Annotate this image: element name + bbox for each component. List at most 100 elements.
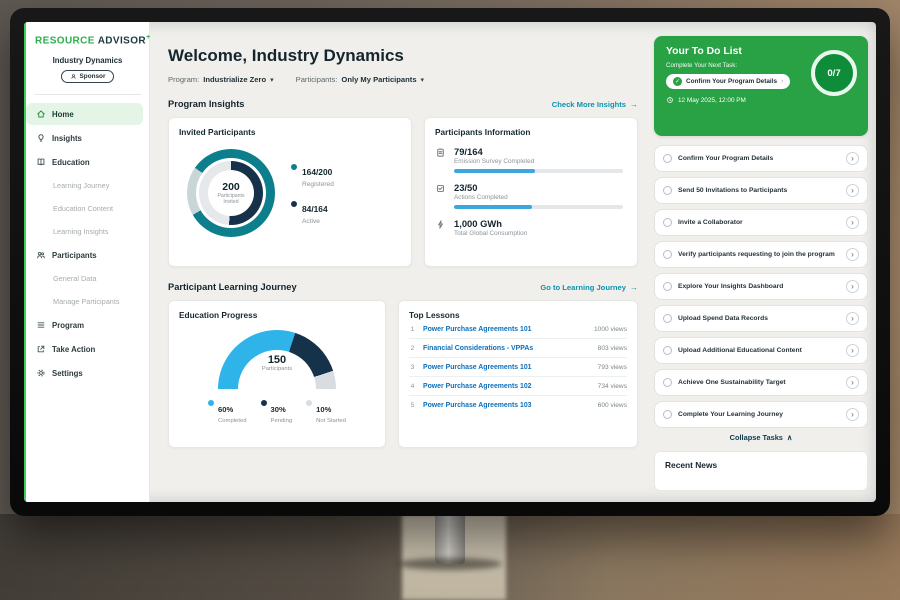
sponsor-badge[interactable]: Sponsor — [60, 70, 115, 84]
program-filter[interactable]: Program: Industrialize Zero ▾ — [168, 75, 274, 84]
list-icon — [36, 320, 46, 330]
lesson-link[interactable]: Power Purchase Agreements 102 — [423, 382, 532, 390]
task-checkbox[interactable] — [663, 218, 672, 227]
check-icon: ✓ — [673, 77, 682, 86]
lesson-link[interactable]: Power Purchase Agreements 101 — [423, 363, 532, 371]
go-to-learning-journey-link[interactable]: Go to Learning Journey → — [540, 282, 638, 292]
sidebar-item-settings[interactable]: Settings — [26, 362, 143, 384]
chevron-right-icon[interactable]: › — [846, 312, 859, 325]
chevron-right-icon[interactable]: › — [846, 344, 859, 357]
lesson-row: 1 Power Purchase Agreements 101 1000 vie… — [409, 320, 627, 339]
page-title: Welcome, Industry Dynamics — [168, 46, 404, 65]
lesson-link[interactable]: Power Purchase Agreements 103 — [423, 401, 532, 409]
sidebar-nav: Home Insights Education Learning Journey — [26, 102, 149, 385]
task-item[interactable]: Upload Additional Educational Content › — [654, 337, 868, 364]
task-item[interactable]: Achieve One Sustainability Target › — [654, 369, 868, 396]
task-item[interactable]: Upload Spend Data Records › — [654, 305, 868, 332]
task-item[interactable]: Invite a Collaborator › — [654, 209, 868, 236]
sidebar-item-learning-insights[interactable]: Learning Insights — [53, 227, 109, 237]
sidebar-item-program[interactable]: Program — [26, 314, 143, 336]
check-more-insights-link[interactable]: Check More Insights → — [551, 99, 638, 109]
stat-global-consumption: 1,000 GWh Total Global Consumption — [435, 218, 627, 237]
task-item[interactable]: Verify participants requesting to join t… — [654, 241, 868, 268]
caret-down-icon: ▾ — [420, 76, 425, 84]
legend-active: 84/164 Active — [291, 199, 334, 225]
chevron-right-icon[interactable]: › — [846, 216, 859, 229]
lesson-link[interactable]: Financial Considerations - VPPAs — [423, 344, 534, 352]
task-checkbox[interactable] — [663, 186, 672, 195]
lesson-row: 4 Power Purchase Agreements 102 734 view… — [409, 377, 627, 396]
participants-filter[interactable]: Participants: Only My Participants ▾ — [295, 75, 425, 84]
chevron-right-icon[interactable]: › — [846, 152, 859, 165]
task-checkbox[interactable] — [663, 346, 672, 355]
brand-logo: RESOURCE ADVISOR+ — [35, 34, 151, 47]
chevron-right-icon[interactable]: › — [846, 184, 859, 197]
chevron-right-icon[interactable]: › — [846, 376, 859, 389]
task-checkbox[interactable] — [663, 410, 672, 419]
survey-icon — [435, 147, 446, 158]
chevron-right-icon[interactable]: › — [846, 408, 859, 421]
legend-dot — [208, 400, 215, 406]
bulb-icon — [36, 133, 46, 143]
monitor-stand — [435, 512, 465, 564]
task-item[interactable]: Explore Your Insights Dashboard › — [654, 273, 868, 300]
sidebar: RESOURCE ADVISOR+ Industry Dynamics Spon… — [24, 22, 150, 502]
todo-title: Your To Do List — [666, 46, 742, 57]
sidebar-item-education[interactable]: Education — [26, 151, 143, 173]
chevron-right-icon: › — [781, 78, 784, 85]
legend-dot — [291, 163, 297, 170]
legend-dot — [291, 200, 297, 207]
collapse-caret-icon: ∧ — [786, 433, 793, 442]
task-list: Confirm Your Program Details › Send 50 I… — [654, 145, 868, 428]
program-insights-title: Program Insights — [168, 99, 245, 109]
task-item[interactable]: Send 50 Invitations to Participants › — [654, 177, 868, 204]
task-checkbox[interactable] — [663, 378, 672, 387]
task-checkbox[interactable] — [663, 314, 672, 323]
chevron-right-icon[interactable]: › — [846, 248, 859, 261]
task-checkbox[interactable] — [663, 154, 672, 163]
education-progress-card: Education Progress 150 Participants — [168, 300, 386, 448]
progress-track — [454, 205, 623, 209]
sidebar-item-insights[interactable]: Insights — [26, 127, 143, 149]
legend-dot — [306, 400, 313, 406]
sidebar-item-manage-participants[interactable]: Manage Participants — [53, 297, 120, 307]
sidebar-item-learning-journey[interactable]: Learning Journey — [53, 181, 110, 191]
home-icon — [36, 109, 46, 119]
lesson-row: 3 Power Purchase Agreements 101 793 view… — [409, 358, 627, 377]
card-title: Participants Information — [435, 127, 531, 137]
task-item[interactable]: Complete Your Learning Journey › — [654, 401, 868, 428]
arrow-right-icon: → — [630, 99, 638, 109]
org-name: Industry Dynamics — [52, 56, 123, 66]
recent-news-title: Recent News — [665, 460, 718, 470]
task-checkbox[interactable] — [663, 250, 672, 259]
chevron-right-icon[interactable]: › — [846, 280, 859, 293]
invited-donut-chart: 200 Participants Invited — [187, 149, 275, 237]
legend-not-started: 10% Not Started — [306, 399, 346, 424]
education-gauge-chart: 150 Participants — [218, 330, 336, 390]
legend-completed: 60% Completed — [208, 399, 247, 424]
progress-fill — [454, 205, 532, 209]
sidebar-item-home[interactable]: Home — [26, 103, 143, 126]
book-icon — [36, 157, 46, 167]
sidebar-item-education-content[interactable]: Education Content — [53, 204, 114, 214]
collapse-tasks-link[interactable]: Collapse Tasks ∧ — [729, 433, 793, 442]
checklist-icon — [435, 183, 446, 194]
next-task-pill[interactable]: ✓ Confirm Your Program Details › — [666, 74, 791, 89]
sidebar-item-take-action[interactable]: Take Action — [26, 338, 143, 360]
action-arrow-icon — [36, 344, 46, 354]
monitor-frame: RESOURCE ADVISOR+ Industry Dynamics Spon… — [10, 8, 890, 516]
stat-emission-survey: 79/164 Emission Survey Completed — [435, 146, 627, 173]
divider — [34, 94, 141, 96]
screen: RESOURCE ADVISOR+ Industry Dynamics Spon… — [24, 22, 876, 502]
due-date: 12 May 2025, 12:00 PM — [666, 96, 856, 104]
task-checkbox[interactable] — [663, 282, 672, 291]
todo-panel: Your To Do List Complete Your Next Task:… — [654, 22, 868, 502]
lesson-link[interactable]: Power Purchase Agreements 101 — [423, 325, 532, 333]
education-legend: 60% Completed 30% Pending 10% — [179, 399, 375, 424]
task-item[interactable]: Confirm Your Program Details › — [654, 145, 868, 172]
sidebar-item-participants[interactable]: Participants — [26, 244, 143, 266]
invited-legend: 164/200 Registered 84/164 Active — [291, 162, 334, 225]
caret-down-icon: ▾ — [270, 76, 274, 84]
sidebar-item-general-data[interactable]: General Data — [53, 274, 97, 284]
todo-summary-card: Your To Do List Complete Your Next Task:… — [654, 36, 868, 136]
